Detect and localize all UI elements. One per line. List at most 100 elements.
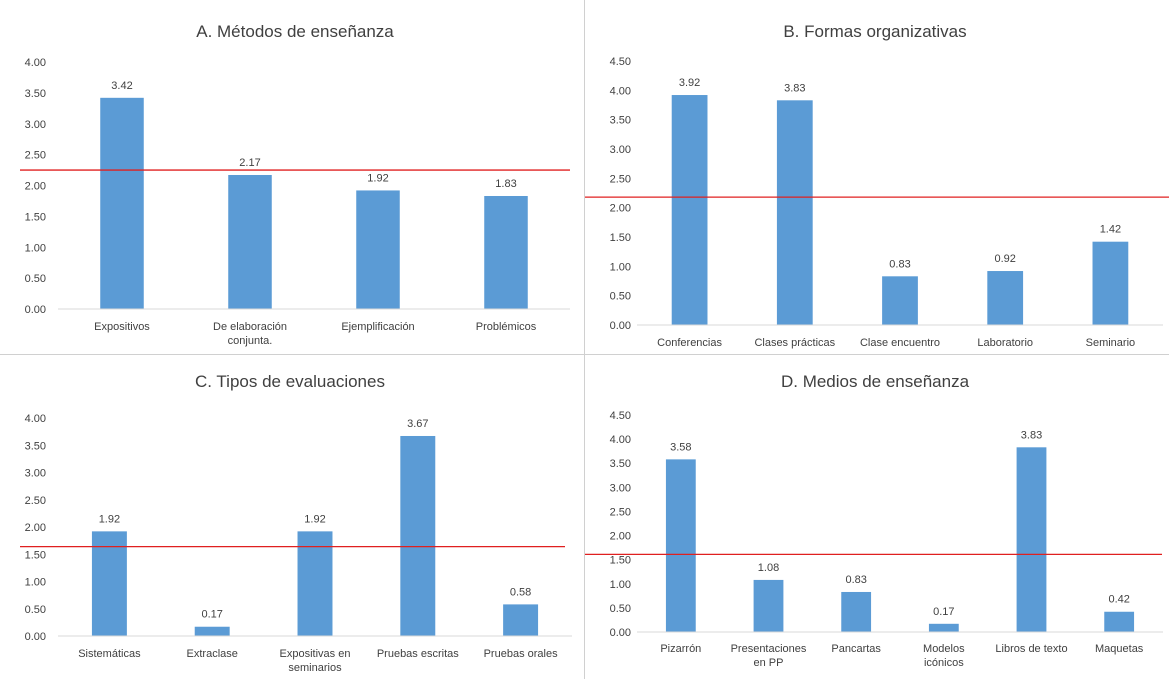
y-tick-label: 3.00 — [25, 119, 46, 131]
y-tick-label: 4.00 — [610, 434, 631, 446]
bar — [1104, 611, 1135, 632]
y-tick-label: 1.00 — [610, 261, 631, 273]
y-tick-label: 3.50 — [610, 115, 631, 127]
category-label: Presentaciones — [731, 643, 807, 655]
category-label: conjunta. — [228, 335, 273, 347]
category-label: seminarios — [288, 662, 342, 674]
y-tick-label: 2.50 — [25, 150, 46, 162]
y-tick-label: 3.50 — [610, 458, 631, 470]
data-label: 0.83 — [845, 574, 866, 586]
chart-svg: C. Tipos de evaluaciones 0.00 0.50 1.00 1.50… — [20, 372, 572, 674]
bar — [671, 95, 708, 325]
y-tick-label: 0.00 — [610, 627, 631, 639]
chart-panel-evaluaciones: C. Tipos de evaluaciones 0.00 0.50 1.00 1.50… — [0, 355, 585, 679]
y-tick-label: 1.50 — [610, 555, 631, 567]
data-label: 0.42 — [1108, 594, 1129, 606]
bar — [882, 276, 918, 325]
chart-title: B. Formas organizativas — [783, 22, 966, 41]
data-label: 0.58 — [510, 586, 531, 598]
chart-svg: D. Medios de enseñanza 0.00 0.50 1.00 1.50 2.… — [585, 372, 1163, 669]
bar — [928, 623, 959, 632]
bar — [228, 175, 272, 309]
data-label: 0.92 — [994, 253, 1015, 265]
category-label: Libros de texto — [995, 643, 1067, 655]
chart-title: C. Tipos de evaluaciones — [195, 372, 385, 391]
y-tick-label: 2.00 — [610, 203, 631, 215]
category-label: Ejemplificación — [341, 321, 414, 333]
category-label: en PP — [754, 657, 784, 669]
y-tick-label: 2.50 — [610, 506, 631, 518]
category-label: Expositivas en — [280, 648, 351, 660]
y-tick-label: 4.50 — [610, 56, 631, 68]
y-tick-label: 2.00 — [25, 181, 46, 193]
y-tick-label: 4.50 — [610, 410, 631, 422]
bar — [100, 97, 144, 309]
y-tick-label: 0.50 — [610, 291, 631, 303]
category-label: Laboratorio — [977, 337, 1033, 349]
chart-svg: A. Métodos de enseñanza 0.00 0.50 1.00 1.50 2… — [20, 22, 570, 347]
bar — [753, 579, 784, 632]
data-label: 1.08 — [758, 562, 779, 574]
data-label: 3.42 — [111, 80, 132, 92]
y-tick-label: 3.50 — [25, 88, 46, 100]
y-tick-label: 0.50 — [610, 603, 631, 615]
y-tick-label: 2.50 — [610, 173, 631, 185]
category-label: Extraclase — [187, 648, 238, 660]
bar — [400, 435, 436, 636]
bar — [91, 531, 127, 636]
data-label: 1.42 — [1100, 224, 1121, 236]
y-tick-label: 3.00 — [610, 482, 631, 494]
bar — [484, 195, 528, 309]
bar — [987, 271, 1024, 325]
y-tick-label: 4.00 — [610, 85, 631, 97]
y-tick-label: 3.00 — [25, 468, 46, 480]
y-tick-label: 1.00 — [25, 242, 46, 254]
data-label: 3.83 — [784, 82, 805, 94]
bar — [297, 531, 333, 636]
y-tick-label: 4.00 — [25, 57, 46, 69]
data-label: 3.58 — [670, 441, 691, 453]
category-label: Conferencias — [657, 337, 722, 349]
y-tick-label: 0.00 — [610, 320, 631, 332]
y-tick-label: 2.00 — [610, 531, 631, 543]
category-label: Pizarrón — [660, 643, 701, 655]
data-label: 1.92 — [99, 513, 120, 525]
y-tick-label: 1.50 — [610, 232, 631, 244]
category-label: Sistemáticas — [78, 648, 141, 660]
chart-title: D. Medios de enseñanza — [781, 372, 970, 391]
y-tick-label: 0.00 — [25, 304, 46, 316]
chart-panel-metodos: A. Métodos de enseñanza 0.00 0.50 1.00 1.50 2… — [0, 0, 585, 355]
category-label: Clase encuentro — [860, 337, 940, 349]
category-label: Seminario — [1086, 337, 1136, 349]
data-label: 0.17 — [201, 609, 222, 621]
category-label: De elaboración — [213, 321, 287, 333]
y-tick-label: 4.00 — [25, 413, 46, 425]
data-label: 2.17 — [239, 157, 260, 169]
y-tick-label: 3.00 — [610, 144, 631, 156]
y-tick-label: 2.50 — [25, 495, 46, 507]
data-label: 1.83 — [495, 178, 516, 190]
y-tick-label: 1.50 — [25, 211, 46, 223]
category-label: Modelos — [923, 643, 965, 655]
y-tick-label: 0.50 — [25, 273, 46, 285]
data-label: 1.92 — [367, 172, 388, 184]
chart-title: A. Métodos de enseñanza — [196, 22, 394, 41]
bar — [1016, 447, 1047, 632]
bar — [776, 100, 813, 325]
category-label: Pancartas — [831, 643, 881, 655]
bar — [1092, 241, 1129, 325]
y-tick-label: 2.00 — [25, 522, 46, 534]
category-label: Pruebas orales — [484, 648, 558, 660]
category-label: Maquetas — [1095, 643, 1144, 655]
chart-panel-formas: B. Formas organizativas 0.00 0.50 1.00 1.50 2… — [585, 0, 1169, 355]
data-label: 3.83 — [1021, 429, 1042, 441]
y-tick-label: 1.50 — [25, 549, 46, 561]
y-tick-label: 1.00 — [25, 577, 46, 589]
y-tick-label: 0.50 — [25, 604, 46, 616]
data-label: 3.67 — [407, 418, 428, 430]
category-label: Expositivos — [94, 321, 150, 333]
category-label: Pruebas escritas — [377, 648, 459, 660]
y-tick-label: 1.00 — [610, 579, 631, 591]
bar — [665, 459, 696, 632]
